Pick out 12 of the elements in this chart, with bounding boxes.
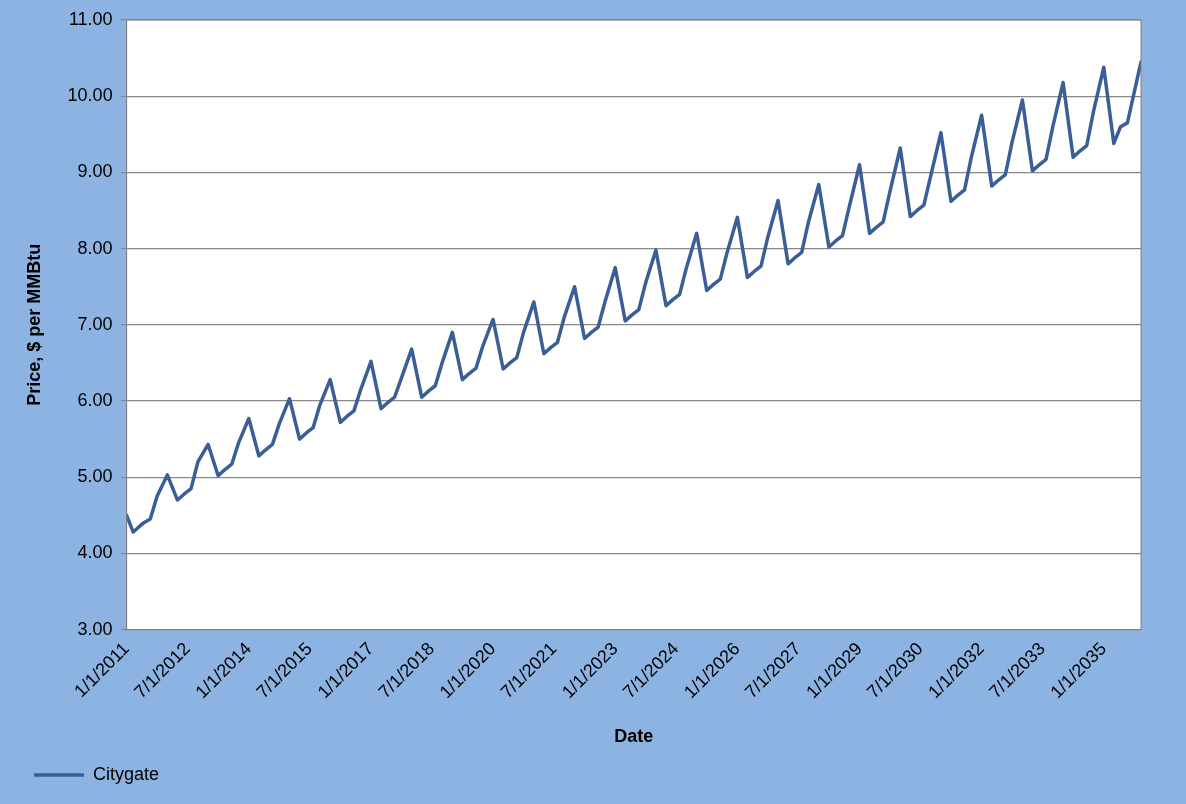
y-tick-label: 4.00 bbox=[77, 542, 113, 563]
legend-label: Citygate bbox=[93, 763, 160, 784]
y-tick-label: 9.00 bbox=[77, 161, 113, 182]
y-axis-title: Price, $ per MMBtu bbox=[23, 243, 44, 406]
y-tick-label: 5.00 bbox=[77, 466, 113, 487]
y-tick-label: 11.00 bbox=[68, 8, 113, 29]
y-tick-label: 8.00 bbox=[77, 237, 113, 258]
x-axis-title: Date bbox=[614, 726, 654, 747]
y-tick-label: 7.00 bbox=[77, 313, 113, 334]
y-tick-label: 3.00 bbox=[77, 618, 113, 639]
y-tick-label: 6.00 bbox=[77, 389, 113, 410]
y-tick-label: 10.00 bbox=[67, 85, 113, 106]
